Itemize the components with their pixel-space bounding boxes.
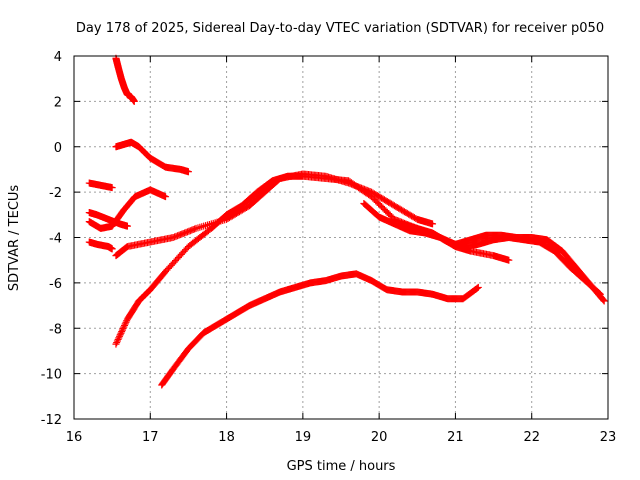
data-point: [162, 193, 170, 201]
series-arc-11: [398, 220, 604, 298]
data-point: [113, 339, 121, 347]
series-arc-5: [85, 209, 131, 230]
data-point: [599, 295, 607, 303]
series-arc-2: [112, 138, 192, 176]
data-series: [85, 54, 608, 389]
x-tick-labels: 16 17 18 19 20 21 22 23: [66, 430, 617, 445]
x-tick-label: 23: [600, 430, 617, 445]
data-point: [123, 222, 131, 230]
data-point: [600, 297, 608, 305]
data-point: [599, 296, 607, 304]
chart-title: Day 178 of 2025, Sidereal Day-to-day VTE…: [76, 21, 604, 36]
y-axis-title: SDTVAR / TECUs: [7, 185, 22, 292]
data-point: [116, 332, 124, 340]
data-point: [121, 321, 129, 329]
y-tick-label: -10: [41, 368, 62, 383]
y-tick-label: 4: [54, 50, 62, 65]
data-point: [118, 326, 126, 334]
y-tick-label: -8: [49, 322, 62, 337]
data-point: [121, 320, 129, 328]
series-arc-3: [85, 179, 116, 192]
data-point: [596, 290, 604, 298]
x-tick-label: 21: [447, 430, 464, 445]
x-tick-label: 20: [371, 430, 388, 445]
data-point: [117, 329, 125, 337]
data-point: [595, 289, 603, 297]
x-tick-label: 19: [295, 430, 312, 445]
series-arc-1: [112, 54, 138, 105]
data-point: [118, 328, 126, 336]
data-point: [114, 335, 122, 343]
y-tick-label: -2: [49, 186, 62, 201]
x-axis-title: GPS time / hours: [287, 459, 396, 474]
data-point: [108, 184, 116, 192]
data-point: [120, 323, 128, 331]
series-arc-4: [85, 186, 170, 232]
data-point: [112, 340, 120, 348]
y-tick-label: -12: [41, 413, 62, 428]
data-point: [473, 284, 481, 292]
y-tick-label: 2: [54, 95, 62, 110]
axis-ticks: [73, 55, 609, 420]
data-point: [115, 334, 123, 342]
data-point: [119, 325, 127, 333]
y-tick-label: -6: [49, 277, 62, 292]
data-point: [184, 168, 192, 176]
y-tick-label: -4: [49, 232, 62, 247]
x-tick-label: 16: [66, 430, 83, 445]
data-point: [122, 318, 130, 326]
data-point: [130, 97, 138, 105]
data-point: [108, 245, 116, 253]
data-point: [474, 283, 482, 291]
x-tick-label: 22: [523, 430, 540, 445]
series-arc-9: [158, 270, 482, 389]
y-tick-label: 0: [54, 141, 62, 156]
series-arc-8: [112, 172, 513, 348]
x-tick-label: 18: [218, 430, 235, 445]
data-point: [113, 337, 121, 345]
data-point: [116, 331, 124, 339]
x-tick-label: 17: [142, 430, 159, 445]
y-tick-labels: 4 2 0 -2 -4 -6 -8 -10 -12: [41, 50, 62, 428]
data-point: [505, 256, 513, 264]
series-arc-6: [85, 238, 116, 253]
data-point: [429, 220, 437, 228]
